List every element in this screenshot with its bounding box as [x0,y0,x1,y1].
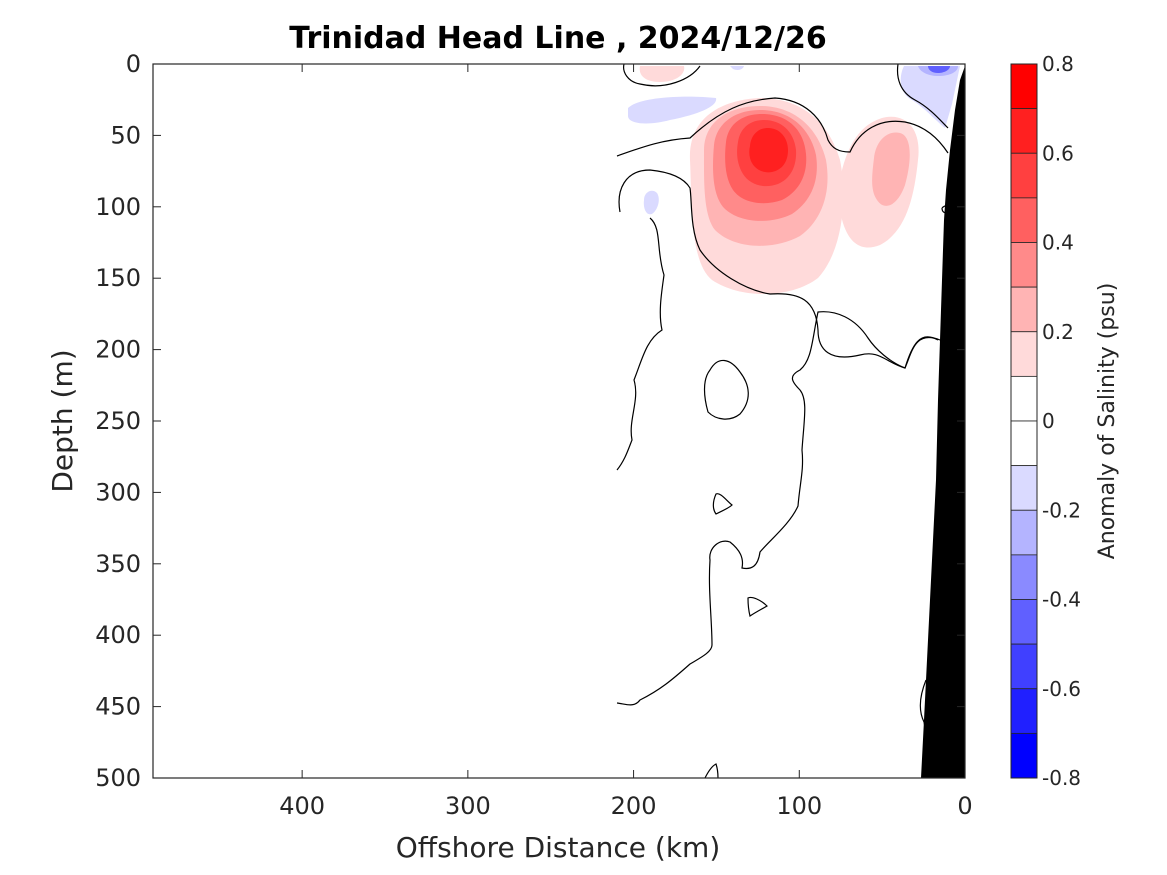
y-axis: 0 50 100 150 200 250 300 350 400 450 500 [95,50,965,792]
colorbar-tick-label: 0.8 [1042,52,1074,76]
y-tick-label: 100 [95,193,141,221]
colorbar-level [1010,242,1038,288]
zero-contour-deep-main [616,311,939,706]
colorbar-tick-label: -0.8 [1042,766,1081,790]
x-axis-label: Offshore Distance (km) [396,831,721,864]
colorbar-level [1010,732,1038,779]
y-tick-label: 200 [95,336,141,364]
zero-contour-loop-b [712,493,733,515]
negative-anomaly-band [628,96,717,124]
colorbar-level [1010,197,1038,243]
y-tick-label: 350 [95,550,141,578]
y-tick-label: 150 [95,264,141,292]
zero-contour-surface-right [896,64,949,129]
contour-fill-layer [628,66,960,295]
x-tick-label: 200 [611,792,657,820]
y-tick-label: 250 [95,407,141,435]
y-tick-label: 0 [126,50,141,78]
x-axis: 400 300 200 100 0 [279,64,973,820]
colorbar-frame [1010,63,1038,779]
positive-anomaly-secondary-inner [872,132,910,206]
colorbar-tick-label: 0.6 [1042,141,1074,165]
colorbar-level [1010,152,1038,199]
zero-contour-bottom [704,763,719,778]
colorbar-tick-label: 0.2 [1042,320,1074,344]
y-tick-label: 50 [110,121,141,149]
zero-contour-upper [616,97,949,157]
colorbar-level [1010,420,1038,467]
y-tick-label: 400 [95,621,141,649]
chart-title: Trinidad Head Line , 2024/12/26 [289,21,826,56]
colorbar-level [1010,599,1038,645]
colorbar-level [1010,375,1038,422]
colorbar-level [1010,465,1038,511]
colorbar-label: Anomaly of Salinity (psu) [1095,283,1120,560]
negative-anomaly-surface-core [928,66,950,73]
colorbar-level [1010,643,1038,690]
y-tick-label: 300 [95,478,141,506]
x-tick-label: 0 [957,792,972,820]
negative-anomaly-small [730,66,744,70]
y-axis-label: Depth (m) [46,349,79,492]
seafloor-bathymetry [921,66,965,778]
zero-contour-loop-a [703,359,749,420]
colorbar-level [1010,554,1038,600]
negative-anomaly-surface-outer [900,66,960,128]
y-tick-label: 500 [95,764,141,792]
y-tick-label: 450 [95,693,141,721]
colorbar-tick-label: -0.2 [1042,498,1081,522]
colorbar-level [1010,286,1038,333]
colorbar-tick-label: -0.6 [1042,677,1081,701]
x-tick-label: 400 [279,792,325,820]
colorbar-level [1010,108,1038,154]
zero-contour-mid [618,169,941,369]
positive-anomaly-main-level-0.6 [749,128,788,173]
colorbar: 0.8 0.6 0.4 0.2 0 -0.2 -0.4 -0.6 -0.8 [1010,52,1081,790]
zero-contour-deep-left [616,217,665,471]
colorbar-tick-label: 0 [1042,409,1055,433]
zero-contour-loop-c [747,596,768,617]
x-tick-label: 300 [445,792,491,820]
colorbar-level [1010,63,1038,110]
colorbar-level [1010,688,1038,734]
negative-anomaly-spot [643,190,659,215]
positive-anomaly-surface [639,66,685,82]
zero-contour-surface-left [623,64,701,87]
colorbar-tick-label: -0.4 [1042,588,1081,612]
colorbar-level [1010,509,1038,556]
colorbar-level [1010,331,1038,377]
colorbar-tick-label: 0.4 [1042,231,1074,255]
x-tick-label: 100 [776,792,822,820]
